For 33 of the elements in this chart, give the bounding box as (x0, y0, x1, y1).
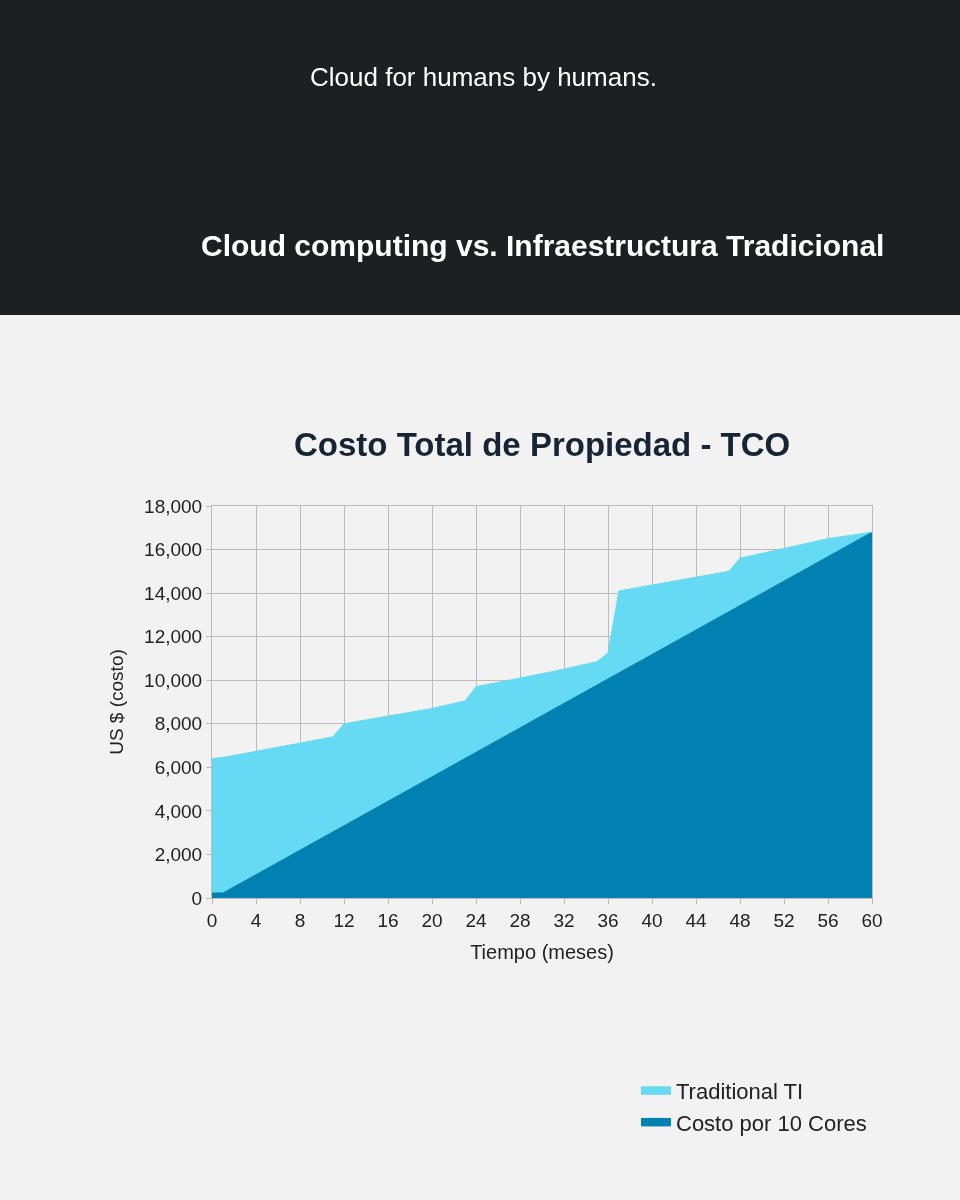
x-tick-label: 60 (861, 909, 883, 931)
y-tick-label: 6,000 (154, 756, 203, 778)
x-tick-label: 12 (333, 909, 355, 931)
text: Cloud for humans by humans. (310, 62, 657, 92)
x-tick-label: 56 (817, 909, 839, 931)
y-tick-label: 2,000 (154, 844, 203, 866)
x-tick-label: 32 (553, 909, 575, 931)
x-tick-label: 48 (729, 909, 751, 931)
x-tick-label: 28 (509, 909, 531, 931)
x-tick-label: 0 (206, 909, 218, 931)
y-tick-label: 12,000 (144, 626, 203, 648)
x-tick-label: 4 (250, 909, 262, 931)
x-tick-label: 36 (597, 909, 619, 931)
x-tick-label: 44 (685, 909, 707, 931)
y-tick-label: 4,000 (154, 800, 203, 822)
x-tick-label: 40 (641, 909, 663, 931)
y-tick-label: 10,000 (144, 669, 203, 691)
chart-subtitle: Costo Total de Propiedad - TCO (294, 426, 791, 463)
legend-label: Costo por 10 Cores (676, 1110, 867, 1136)
y-tick-label: 14,000 (144, 582, 203, 604)
y-tick-label: 0 (191, 887, 203, 909)
y-tick-label: 16,000 (144, 539, 203, 561)
legend-label: Traditional TI (676, 1079, 804, 1105)
x-tick-label: 8 (294, 909, 306, 931)
x-tick-label: 16 (377, 909, 399, 931)
y-tick-label: 8,000 (154, 713, 203, 735)
y-axis-title: US $ (costo) (105, 649, 127, 755)
x-tick-label: 20 (421, 909, 443, 931)
y-tick-label: 18,000 (144, 495, 203, 517)
x-axis-title: Tiempo (meses) (470, 941, 614, 964)
x-tick-label: 24 (465, 909, 487, 931)
chart-title: Cloud computing vs. Infraestructura Tradicional (201, 229, 885, 262)
x-tick-label: 52 (773, 909, 795, 931)
